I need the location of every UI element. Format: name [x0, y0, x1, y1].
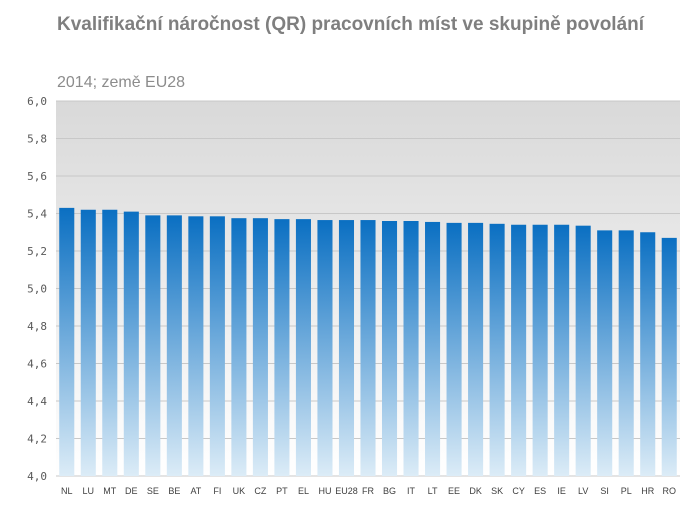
bar-fr: [360, 220, 376, 476]
bar-es: [532, 224, 548, 476]
x-tick-label: SK: [491, 486, 503, 496]
bar-uk: [231, 218, 247, 476]
y-tick-label: 4,8: [27, 320, 47, 333]
x-tick-label: LU: [83, 486, 95, 496]
x-tick-label: LV: [578, 486, 588, 496]
x-tick-label: CZ: [254, 486, 266, 496]
y-tick-label: 4,0: [27, 470, 47, 483]
bar-at: [188, 216, 204, 476]
x-tick-label: ES: [534, 486, 546, 496]
bar-se: [145, 215, 161, 476]
bar-dk: [468, 222, 484, 476]
x-tick-label: BE: [168, 486, 180, 496]
bar-lv: [575, 225, 591, 476]
x-tick-label: FI: [213, 486, 221, 496]
bar-nl: [59, 207, 75, 476]
bar-hr: [640, 232, 656, 476]
bar-lu: [80, 209, 96, 476]
y-tick-label: 6,0: [27, 95, 47, 108]
bar-ie: [554, 224, 570, 476]
x-tick-label: CY: [512, 486, 525, 496]
bar-ro: [661, 237, 677, 476]
x-tick-label: SE: [147, 486, 159, 496]
y-tick-label: 5,8: [27, 133, 47, 146]
bar-bg: [381, 221, 398, 476]
x-tick-label: NL: [61, 486, 73, 496]
bar-si: [597, 230, 613, 476]
y-tick-label: 5,2: [27, 245, 47, 258]
bar-it: [403, 221, 419, 476]
x-tick-label: MT: [103, 486, 116, 496]
y-tick-label: 4,4: [27, 395, 47, 408]
x-tick-label: BG: [383, 486, 396, 496]
bars: [59, 207, 677, 476]
y-tick-label: 4,6: [27, 358, 47, 371]
chart-subtitle: 2014; země EU28: [57, 74, 186, 91]
x-tick-label: DE: [125, 486, 138, 496]
x-tick-label: UK: [233, 486, 246, 496]
bar-be: [166, 215, 182, 476]
y-tick-label: 5,4: [27, 208, 47, 221]
x-tick-label: FR: [362, 486, 374, 496]
y-axis: 4,0 4,2 4,4 4,6 4,8 5,0 5,2 5,4 5,6 5,8 6,0: [27, 95, 47, 483]
bar-cy: [511, 224, 527, 476]
x-tick-label: DK: [469, 486, 482, 496]
x-tick-label: PL: [621, 486, 632, 496]
x-tick-label: PT: [276, 486, 288, 496]
x-tick-label: EL: [298, 486, 309, 496]
bar-hu: [317, 220, 333, 476]
x-tick-label: IE: [557, 486, 566, 496]
bar-ee: [446, 222, 462, 476]
x-tick-label: LT: [428, 486, 438, 496]
bar-cz: [252, 218, 268, 476]
y-tick-label: 4,2: [27, 433, 47, 446]
bar-pl: [618, 230, 634, 476]
bar-el: [295, 219, 311, 476]
x-tick-label: IT: [407, 486, 416, 496]
x-tick-label: RO: [662, 486, 676, 496]
chart-title: Kvalifikační náročnost (QR) pracovních m…: [57, 14, 645, 35]
x-tick-label: HR: [641, 486, 654, 496]
bar-eu28: [338, 220, 355, 476]
bar-fi: [209, 216, 225, 476]
x-tick-label: EE: [448, 486, 460, 496]
x-axis: NL LU MT DE SE BE AT FI UK CZ PT EL HU EU28 FR BG IT LT EE…: [61, 486, 676, 496]
y-tick-label: 5,6: [27, 170, 47, 183]
x-tick-label: SI: [600, 486, 609, 496]
bar-de: [123, 211, 139, 476]
x-tick-label: EU28: [335, 486, 358, 496]
bar-lt: [425, 221, 441, 476]
bar-sk: [489, 223, 505, 476]
y-tick-label: 5,0: [27, 283, 47, 296]
bar-pt: [274, 219, 290, 476]
x-tick-label: HU: [318, 486, 331, 496]
bar-mt: [102, 209, 118, 476]
x-tick-label: AT: [190, 486, 201, 496]
